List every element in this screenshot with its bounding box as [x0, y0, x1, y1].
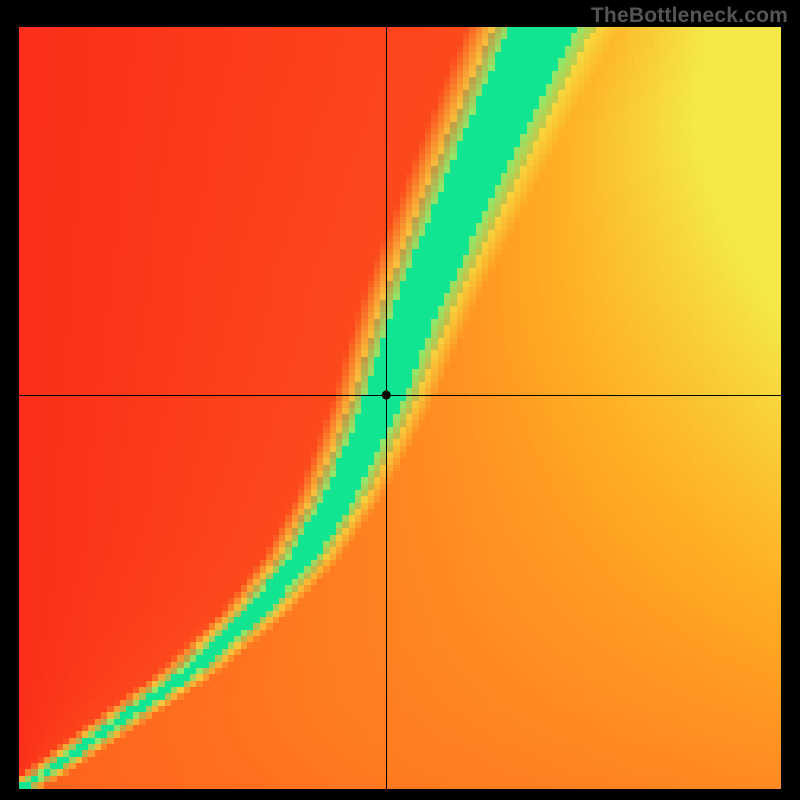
- plot-area: [19, 27, 781, 789]
- chart-container: TheBottleneck.com: [0, 0, 800, 800]
- watermark-text: TheBottleneck.com: [591, 4, 788, 28]
- heatmap-canvas: [19, 27, 781, 789]
